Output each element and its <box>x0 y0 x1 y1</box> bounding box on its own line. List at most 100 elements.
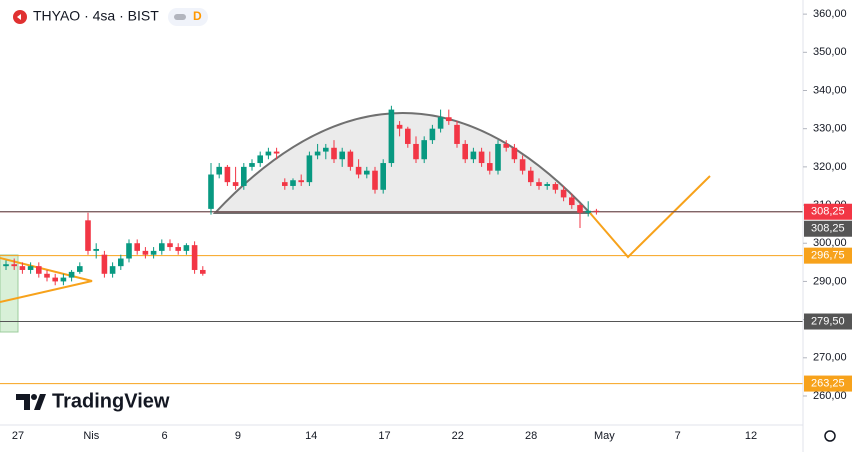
candle-body <box>454 124 460 144</box>
candle-body <box>339 151 345 160</box>
candle-body <box>405 128 411 144</box>
candle-body <box>265 151 272 156</box>
candle-body <box>200 269 206 274</box>
candle-body <box>536 182 542 186</box>
candle-body <box>569 197 575 206</box>
x-tick-label: May <box>594 430 615 442</box>
candle-body <box>364 170 370 175</box>
brand-logo <box>16 394 46 410</box>
x-tick-label: 14 <box>305 430 317 442</box>
candle-body <box>3 264 9 267</box>
candle-body <box>232 182 239 186</box>
x-tick-label: 6 <box>162 430 168 442</box>
candle-body <box>544 184 550 186</box>
candle-body <box>413 143 419 160</box>
candle-body <box>68 271 75 278</box>
candle-body <box>380 163 386 190</box>
settings-icon[interactable] <box>824 430 836 442</box>
y-tick-label: 300,00 <box>813 237 847 249</box>
candle-body <box>495 143 501 171</box>
price-marker-bg <box>804 375 852 392</box>
candle-body <box>503 143 509 148</box>
candle-body <box>396 124 403 129</box>
y-tick-label: 360,00 <box>813 8 847 20</box>
candle-body <box>93 248 99 251</box>
candle-body <box>52 277 58 282</box>
candle-body <box>19 266 26 270</box>
candle-body <box>446 117 452 122</box>
candle-body <box>11 264 17 267</box>
y-tick-label: 340,00 <box>813 84 847 96</box>
candle-body <box>282 182 288 186</box>
candle-body <box>224 166 231 183</box>
candle-body <box>470 151 477 160</box>
candle-body <box>372 170 378 190</box>
candle-body <box>429 128 436 141</box>
brand-logo-dot <box>31 394 37 400</box>
x-tick-label: 27 <box>12 430 24 442</box>
candle-body <box>159 243 165 251</box>
candle-body <box>257 155 263 164</box>
candle-body <box>388 109 395 164</box>
candle-body <box>60 277 67 282</box>
candle-body <box>552 184 559 190</box>
candle-body <box>241 166 247 186</box>
arc-drawing <box>212 112 593 214</box>
candle-body <box>249 163 255 167</box>
y-tick-label: 270,00 <box>813 352 847 364</box>
candle-body <box>298 180 304 183</box>
candle-body <box>167 243 173 248</box>
range-box <box>0 254 19 333</box>
candle-body <box>142 250 149 255</box>
candle-body <box>355 166 362 175</box>
candle-body <box>191 245 198 270</box>
candle-body <box>528 170 534 183</box>
price-marker-label: 263,25 <box>811 377 845 389</box>
candle-body <box>101 254 108 274</box>
candle-body <box>85 220 91 251</box>
brand-name: TradingView <box>52 390 170 412</box>
price-marker-label: 308,25 <box>811 206 845 218</box>
price-marker-bg <box>804 220 852 237</box>
candle-body <box>585 210 591 213</box>
price-marker-label: 279,50 <box>811 315 845 327</box>
x-tick-label: 28 <box>525 430 537 442</box>
badge-toggle <box>174 14 186 20</box>
x-tick-label: 12 <box>745 430 757 442</box>
candle-body <box>323 147 329 152</box>
y-tick-label: 320,00 <box>813 161 847 173</box>
candle-body <box>511 147 518 160</box>
candle-body <box>175 247 181 251</box>
price-marker-bg <box>804 203 852 220</box>
symbol-logo-mark <box>17 14 21 20</box>
candle-body <box>347 151 354 167</box>
candle-body <box>134 243 140 251</box>
price-marker-label: 308,25 <box>811 223 845 235</box>
price-marker-bg <box>804 247 852 264</box>
candle-body <box>331 147 337 160</box>
candle-body <box>462 143 468 160</box>
candle-body <box>36 266 42 274</box>
y-tick-label: 260,00 <box>813 390 847 402</box>
price-marker-bg <box>804 313 852 330</box>
candle-body <box>421 140 427 160</box>
x-tick-label: 9 <box>235 430 241 442</box>
candle-body <box>126 243 132 259</box>
candle-body <box>437 117 444 129</box>
candle-body <box>577 205 583 213</box>
x-tick-label: 22 <box>452 430 464 442</box>
candle-body <box>273 151 280 154</box>
x-tick-label: 7 <box>675 430 681 442</box>
candle-body <box>118 258 124 267</box>
candle-body <box>44 273 50 278</box>
symbol-title[interactable]: THYAO · 4sa · BIST <box>33 8 159 24</box>
candle-body <box>593 210 600 212</box>
candle-body <box>216 166 222 175</box>
candle-body <box>183 245 190 251</box>
badge[interactable]: D <box>193 9 202 23</box>
candle-body <box>560 189 567 198</box>
projection-drawing <box>589 175 711 259</box>
candle-body <box>290 180 296 186</box>
